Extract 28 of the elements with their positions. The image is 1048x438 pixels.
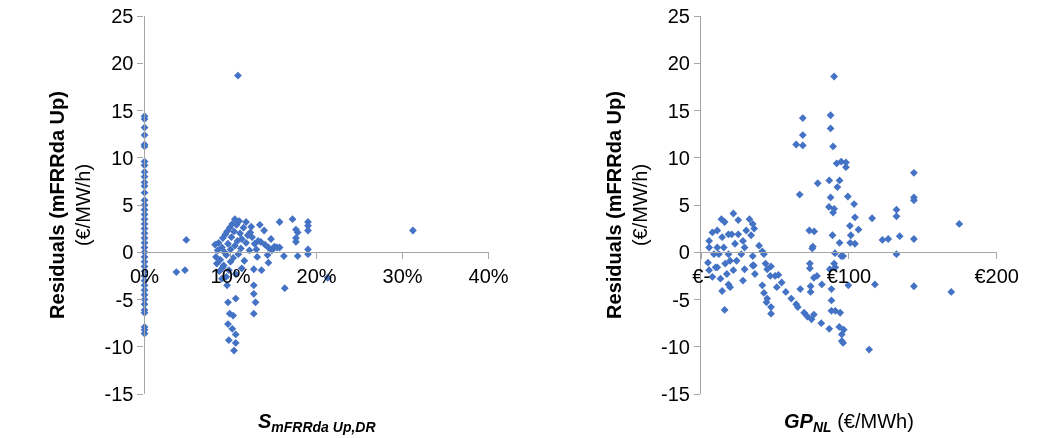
y-tick-label: 0 xyxy=(678,241,690,264)
y-tick-label: -15 xyxy=(104,383,134,405)
x-tick-label: 40% xyxy=(468,265,509,288)
y-tick-label: -10 xyxy=(661,335,690,358)
y-tick-label: 20 xyxy=(667,52,690,75)
y-tick-label: 15 xyxy=(667,99,690,122)
x-tick-label: €200 xyxy=(974,265,1019,288)
x-axis-title: GP$_{NL}$ (€/MWh) xyxy=(784,410,914,436)
x-axis-title: S$_{mFRRda Up,DR}$ xyxy=(258,410,377,436)
y-tick-label: -15 xyxy=(661,383,690,405)
y-tick-label: -10 xyxy=(104,335,134,358)
y-tick-label: 10 xyxy=(111,146,134,169)
y-tick-label: -5 xyxy=(115,288,134,311)
x-tick-label: €- xyxy=(692,265,711,288)
y-tick-label: 15 xyxy=(111,99,134,122)
x-tick-label: 30% xyxy=(382,265,423,288)
x-tick-label: €100 xyxy=(826,265,872,288)
y-tick-label: 10 xyxy=(667,146,690,169)
y-tick-label: 5 xyxy=(678,194,690,216)
y-tick-label: 5 xyxy=(122,194,134,216)
y-tick-label: 0 xyxy=(122,241,134,264)
y-axis-title: Residuals (mFRRda Up) (€/MW/h) xyxy=(45,91,94,319)
y-axis-title: Residuals (mFRRda Up) (€/MW/h) xyxy=(602,91,651,319)
x-tick-label: 20% xyxy=(296,265,337,288)
y-tick-label: -5 xyxy=(672,288,690,311)
y-tick-label: 25 xyxy=(111,5,134,27)
y-tick-label: 25 xyxy=(667,5,690,27)
y-tick-label: 20 xyxy=(111,52,134,75)
